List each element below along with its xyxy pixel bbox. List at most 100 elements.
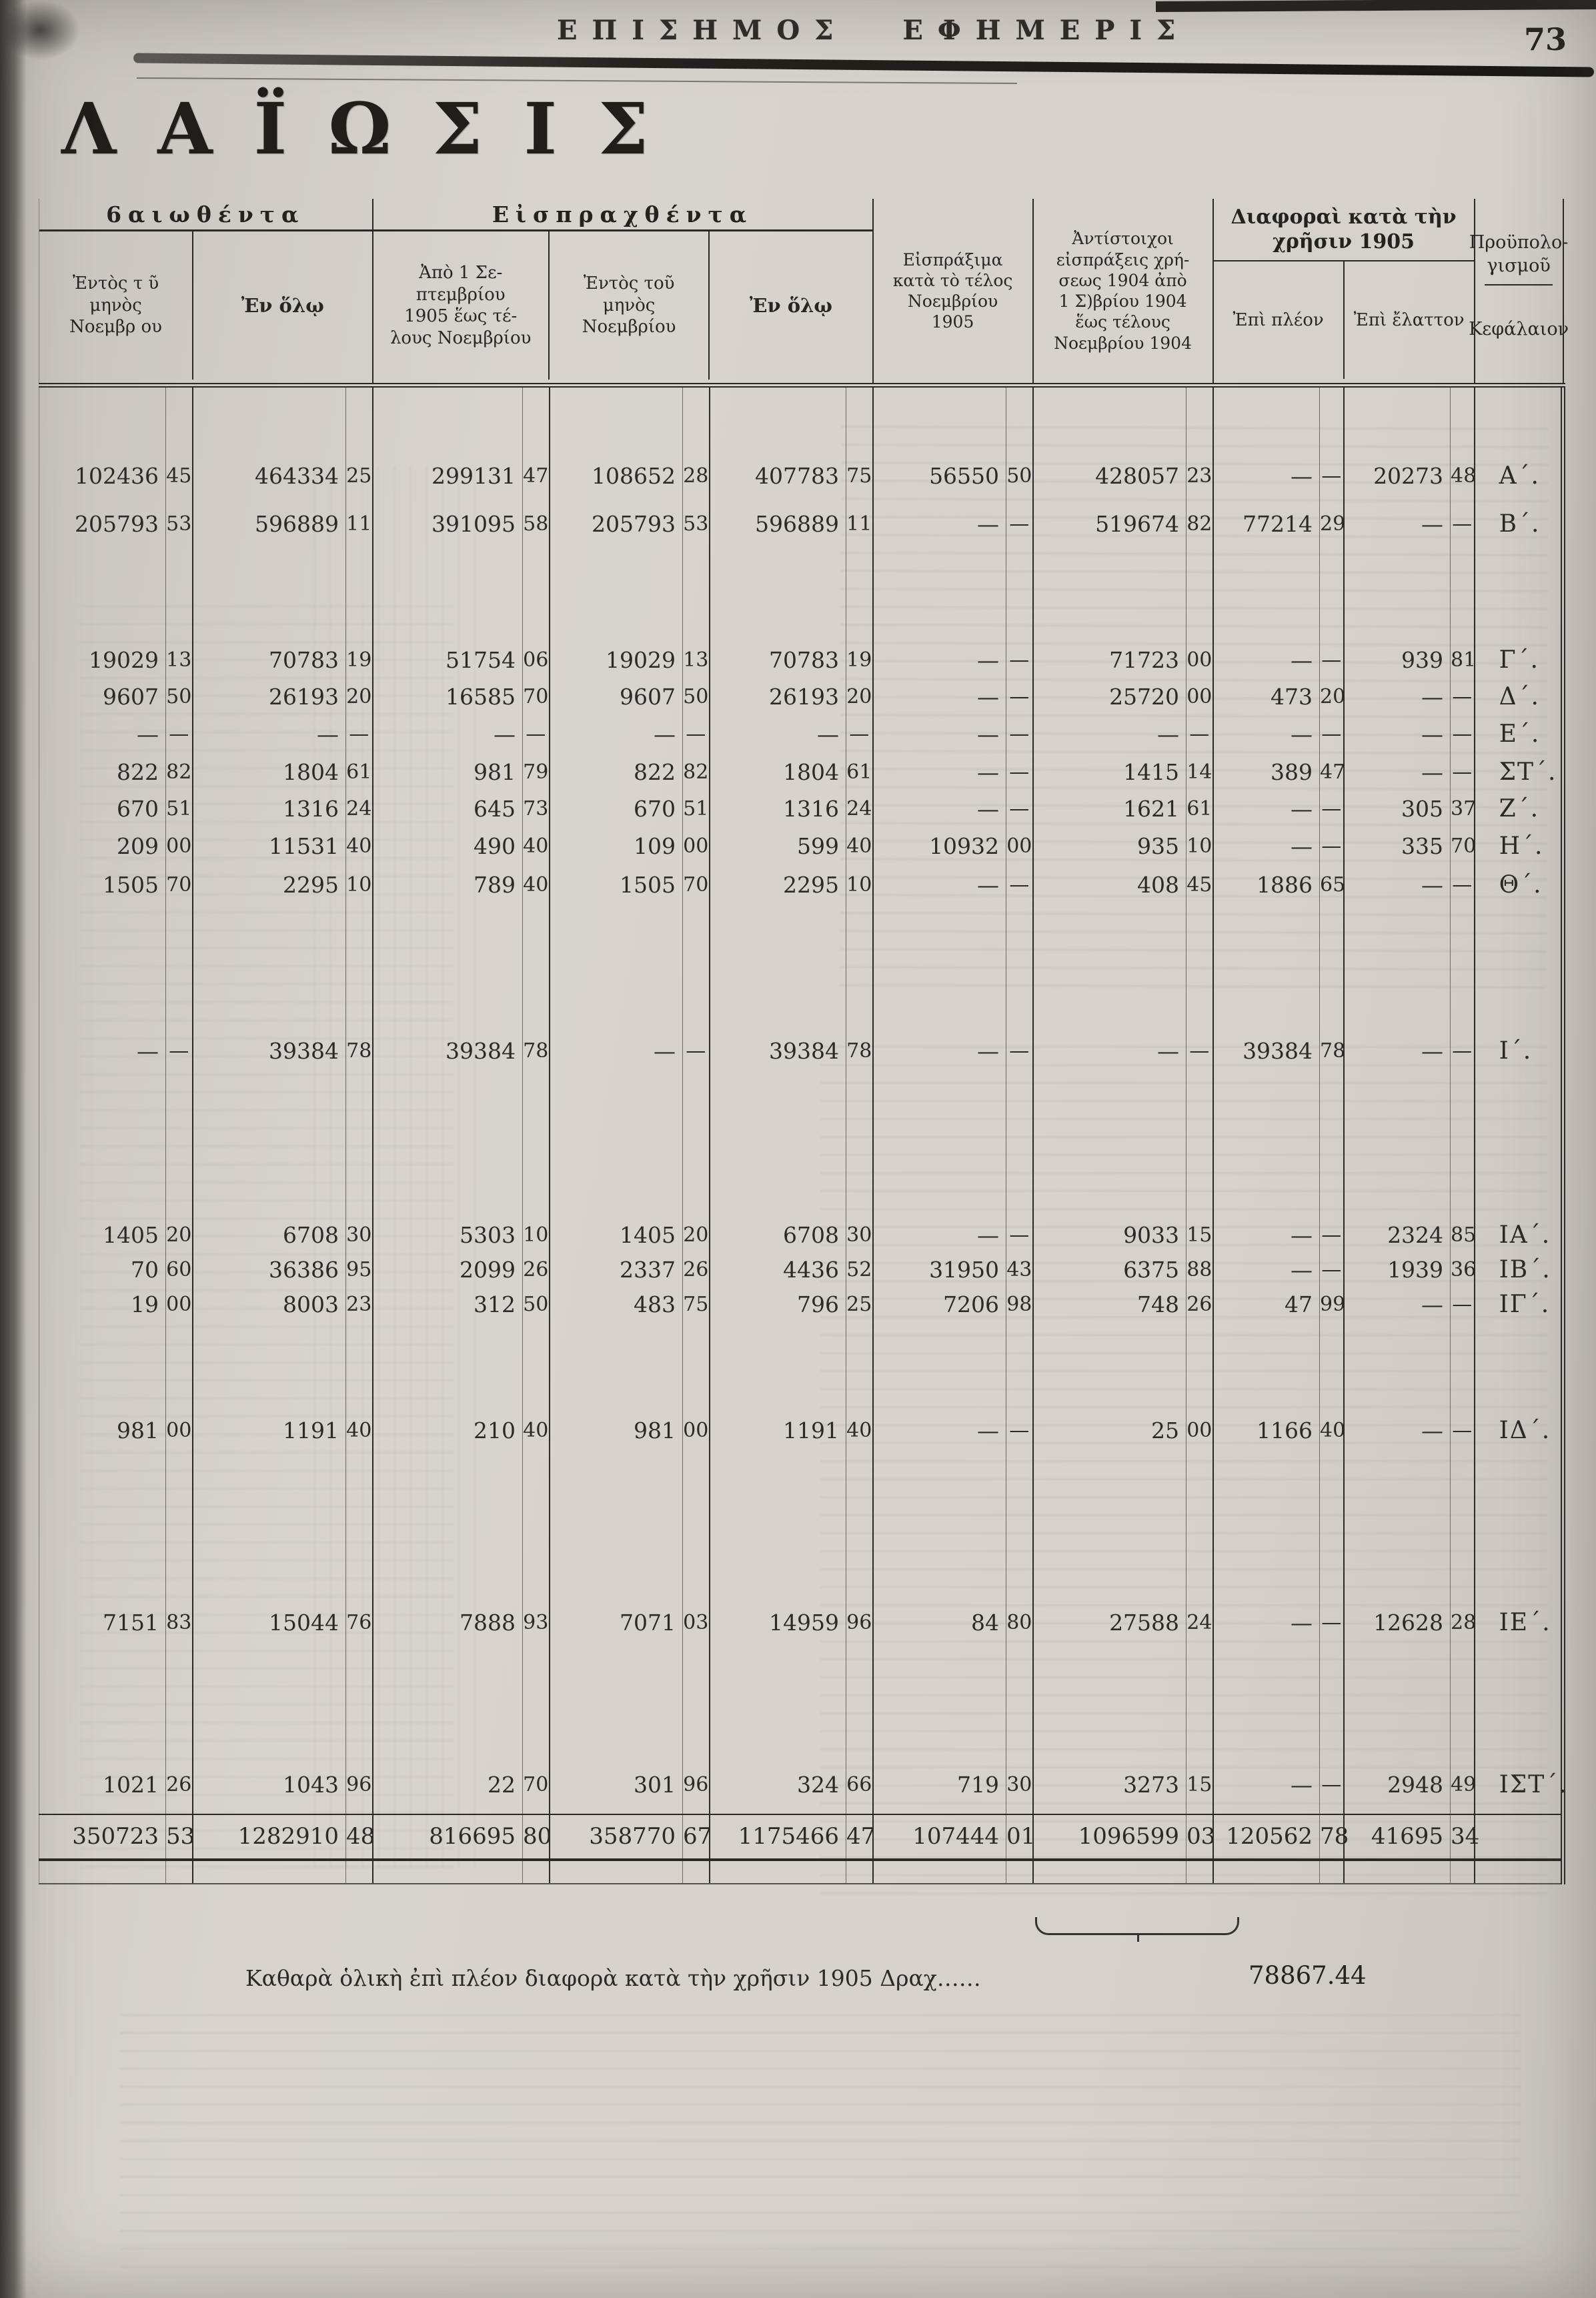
cents-cell: 66 (846, 1766, 874, 1804)
value-cell: 358770 (549, 1813, 683, 1861)
value-cell: 22 (372, 1766, 523, 1804)
cents-cell (1006, 1642, 1034, 1766)
group-certified-title: 6αιωθέντα (39, 199, 372, 231)
value-cell: — (1213, 826, 1321, 866)
value-cell (1213, 548, 1321, 642)
chapter-cell (1474, 1813, 1566, 1861)
cents-cell: 20 (682, 1217, 710, 1253)
value-cell (1032, 385, 1187, 452)
cents-cell: 82 (682, 753, 710, 790)
chapter-cell: ΙΑ΄. (1474, 1217, 1566, 1253)
cents-cell: 93 (522, 1602, 550, 1643)
value-cell (872, 1071, 1007, 1218)
value-cell: 7151 (39, 1602, 166, 1643)
table-row: 1021 26 1043 96 22 70 301 96 324 66 719 30 3273 15— —2… (39, 1766, 1567, 1804)
cents-cell (846, 904, 874, 1031)
cents-cell: — (1450, 753, 1475, 790)
value-cell (1343, 385, 1451, 452)
cents-cell (165, 385, 193, 452)
chapter-cell: Δ΄. (1474, 678, 1566, 715)
cents-cell: 15 (1186, 1766, 1214, 1804)
value-cell: 6708 (192, 1217, 346, 1253)
value-cell: 2337 (549, 1252, 683, 1287)
value-cell (1032, 904, 1187, 1031)
value-cell (872, 904, 1007, 1031)
column-header-certified-total: Ἐν ὅλῳ (241, 294, 324, 317)
cents-cell (165, 1642, 193, 1766)
cents-cell: 40 (345, 1411, 373, 1450)
chapter-cell (1474, 1071, 1566, 1218)
chapter-cell (1474, 1642, 1566, 1766)
value-cell: 26193 (709, 678, 846, 715)
cents-cell (1319, 385, 1345, 452)
value-cell: 1282910 (192, 1813, 346, 1861)
value-cell: 39384 (372, 1031, 523, 1071)
value-cell: — (1343, 1287, 1451, 1322)
value-cell: — (872, 678, 1007, 715)
cents-cell: 00 (1186, 1411, 1214, 1450)
value-cell: — (1343, 753, 1451, 790)
cents-cell: 40 (522, 826, 550, 866)
cents-cell (682, 1321, 710, 1412)
cents-cell: 36 (1450, 1252, 1476, 1287)
cents-cell: — (1450, 714, 1475, 754)
cents-cell: 24 (846, 790, 874, 827)
cents-cell: — (1319, 1766, 1345, 1804)
value-cell: 335 (1343, 826, 1451, 866)
cents-cell: 00 (1186, 641, 1214, 678)
value-cell: 305 (1343, 790, 1451, 827)
cents-cell: 61 (345, 753, 373, 790)
value-cell: — (1213, 452, 1321, 500)
table-row: 19 00 8003 23 312 50 483 75 796 25 7206 98 748 26 47 99… (39, 1287, 1566, 1322)
value-cell (372, 1642, 523, 1766)
cents-cell (682, 1642, 710, 1766)
value-cell: 719 (872, 1766, 1007, 1804)
value-cell: 1096599 (1032, 1813, 1187, 1861)
value-cell (1032, 1321, 1187, 1412)
cents-cell: 00 (165, 826, 193, 866)
value-cell: — (1343, 678, 1451, 715)
header-budget-chapter: Προϋπολο- γισμοῦ Κεφάλαιον (1469, 199, 1569, 388)
value-cell: — (872, 714, 1007, 754)
value-cell (709, 385, 846, 452)
value-cell: 7206 (872, 1287, 1007, 1322)
cents-cell: 98 (1006, 1287, 1034, 1322)
table-row: 19029 13 70783 19 51754 06 19029 13 70783 19— —717… (39, 641, 1566, 678)
value-cell: 519674 (1032, 500, 1187, 548)
value-cell: — (549, 714, 683, 754)
cents-cell: — (1006, 1217, 1034, 1253)
value-cell (39, 548, 166, 642)
value-cell: — (372, 714, 523, 754)
cents-cell: 00 (165, 1287, 193, 1322)
value-cell: 822 (39, 753, 166, 790)
value-cell: 10932 (872, 826, 1007, 866)
cents-cell: 20 (1319, 678, 1345, 715)
value-cell: — (1343, 714, 1451, 754)
cents-cell (682, 548, 710, 642)
value-cell (1032, 1449, 1187, 1603)
cents-cell: 10 (846, 865, 874, 905)
value-cell: 2099 (372, 1252, 523, 1287)
value-cell (1343, 1803, 1451, 1814)
value-cell (192, 1071, 346, 1218)
chapter-cell (1474, 1321, 1566, 1412)
value-cell: 2948 (1343, 1766, 1451, 1804)
value-cell (39, 1803, 166, 1814)
cents-cell: 30 (345, 1217, 373, 1253)
chapter-cell: Γ΄. (1474, 641, 1566, 678)
value-cell: 599 (709, 826, 846, 866)
value-cell: — (872, 790, 1007, 827)
cents-cell: 70 (682, 865, 710, 905)
cents-cell: 11 (846, 500, 874, 548)
cents-cell: 80 (1006, 1602, 1034, 1643)
cents-cell (1006, 1449, 1034, 1603)
value-cell: — (1343, 1031, 1451, 1071)
cents-cell: 40 (522, 1411, 550, 1450)
value-cell: 981 (549, 1411, 683, 1450)
cents-cell: — (846, 714, 874, 754)
cents-cell (1319, 1449, 1345, 1603)
cents-cell: 00 (1186, 678, 1214, 715)
cents-cell: 76 (345, 1602, 373, 1643)
value-cell: 391095 (372, 500, 523, 548)
column-header-corresponding-1904: Ἀντίστοιχοι εἰσπράξεις χρή- σεως 1904 ἀπ… (1054, 229, 1192, 353)
